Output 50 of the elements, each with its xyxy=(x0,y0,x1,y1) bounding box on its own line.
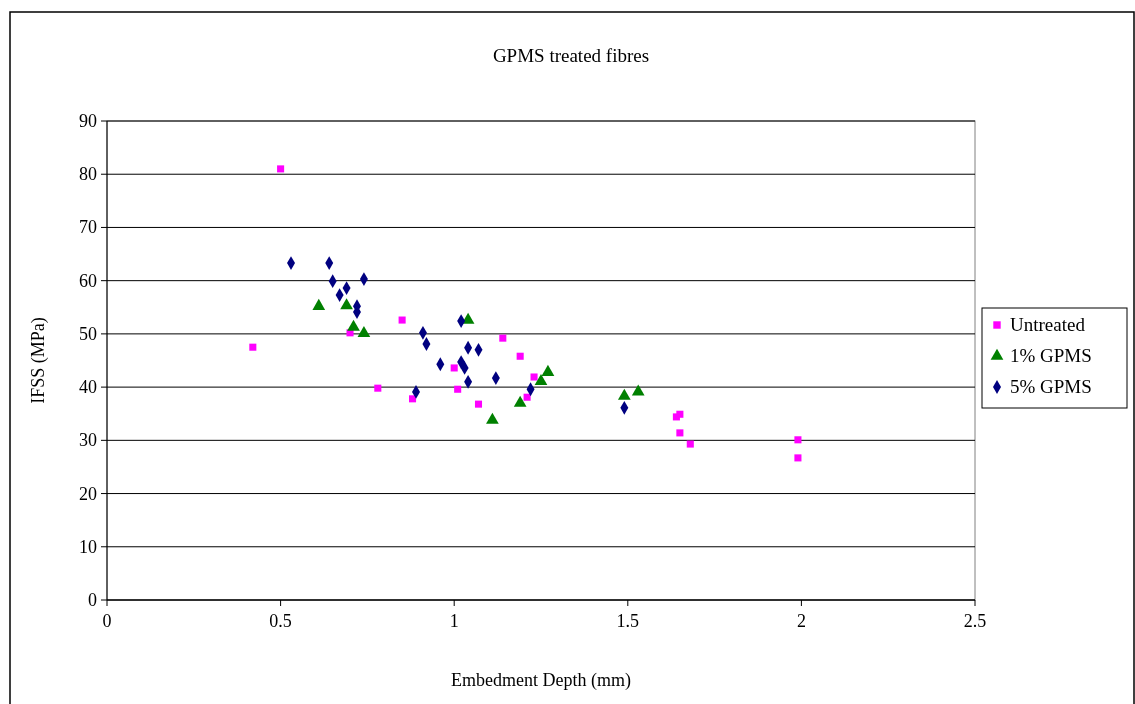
point xyxy=(374,384,382,392)
point xyxy=(277,165,285,173)
y-tick-label: 10 xyxy=(79,536,97,557)
point xyxy=(534,373,548,385)
point xyxy=(454,385,462,393)
point xyxy=(499,334,507,342)
point xyxy=(676,410,684,418)
point xyxy=(530,373,538,381)
x-tick-label: 0.5 xyxy=(269,611,292,631)
point xyxy=(398,316,406,324)
point xyxy=(617,388,631,400)
point xyxy=(340,298,353,310)
point xyxy=(461,312,475,324)
legend-label: Untreated xyxy=(1010,314,1086,335)
x-tick-label: 1.5 xyxy=(616,611,640,631)
y-tick-label: 70 xyxy=(79,217,97,238)
point xyxy=(516,352,524,360)
y-tick-label: 0 xyxy=(88,590,97,610)
point xyxy=(794,436,802,444)
point xyxy=(794,454,802,462)
point xyxy=(676,429,684,437)
x-tick-label: 0 xyxy=(102,611,112,631)
point xyxy=(486,412,499,424)
y-axis-title: IFSS (MPa) xyxy=(28,317,49,404)
point xyxy=(312,298,326,310)
point xyxy=(541,364,555,376)
legend-label: 1% GPMS xyxy=(1010,345,1092,366)
x-axis-title: Embedment Depth (mm) xyxy=(451,670,631,691)
point xyxy=(523,393,531,401)
y-tick-label: 20 xyxy=(79,483,97,504)
point xyxy=(474,400,483,408)
x-tick-label: 1 xyxy=(449,611,459,631)
x-tick-label: 2.5 xyxy=(963,611,987,631)
point xyxy=(409,395,417,403)
point xyxy=(450,364,458,372)
point xyxy=(686,440,694,448)
y-tick-label: 60 xyxy=(79,270,97,291)
y-tick-label: 40 xyxy=(79,377,97,398)
point xyxy=(249,343,257,351)
point xyxy=(347,319,360,331)
legend-label: 5% GPMS xyxy=(1010,376,1092,397)
y-tick-label: 80 xyxy=(79,164,97,185)
y-tick-label: 90 xyxy=(79,111,97,131)
y-tick-label: 30 xyxy=(79,430,97,451)
point xyxy=(631,384,645,396)
point xyxy=(513,395,527,407)
y-tick-label: 50 xyxy=(79,323,97,344)
chart-title: GPMS treated fibres xyxy=(492,45,650,66)
x-tick-label: 2 xyxy=(796,611,806,631)
point xyxy=(357,326,371,338)
